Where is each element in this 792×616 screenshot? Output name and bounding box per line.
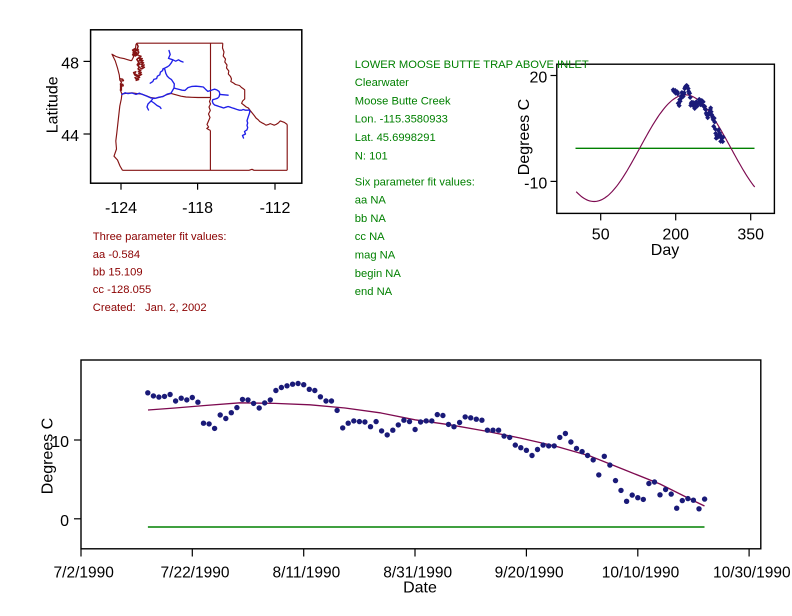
svg-text:-10: -10 <box>524 175 547 192</box>
svg-text:end NA: end NA <box>355 286 393 298</box>
svg-text:9/20/1990: 9/20/1990 <box>495 564 564 581</box>
svg-text:Degrees C: Degrees C <box>516 99 533 175</box>
svg-text:-118: -118 <box>182 200 213 217</box>
svg-text:Date: Date <box>403 580 437 597</box>
svg-text:LOWER MOOSE BUTTE TRAP ABOVE I: LOWER MOOSE BUTTE TRAP ABOVE INLET <box>355 59 589 71</box>
svg-text:bb 15.109: bb 15.109 <box>93 267 143 279</box>
svg-text:Day: Day <box>651 242 679 259</box>
svg-text:Lat. 45.6998291: Lat. 45.6998291 <box>355 132 436 144</box>
svg-text:7/22/1990: 7/22/1990 <box>161 564 230 581</box>
svg-text:350: 350 <box>737 227 764 244</box>
svg-text:200: 200 <box>662 227 689 244</box>
svg-text:mag NA: mag NA <box>355 250 396 262</box>
svg-text:Three parameter fit values:: Three parameter fit values: <box>93 231 227 243</box>
svg-text:N: 101: N: 101 <box>355 150 388 162</box>
svg-text:Degrees C: Degrees C <box>40 418 57 494</box>
svg-text:Six parameter fit values:: Six parameter fit values: <box>355 176 475 188</box>
svg-text:0: 0 <box>60 513 69 530</box>
svg-text:8/31/1990: 8/31/1990 <box>383 564 452 581</box>
svg-text:-112: -112 <box>260 200 291 217</box>
svg-text:bb NA: bb NA <box>355 213 387 225</box>
svg-text:44: 44 <box>61 128 79 145</box>
svg-text:aa -0.584: aa -0.584 <box>93 249 140 261</box>
svg-text:10/30/1990: 10/30/1990 <box>713 564 791 581</box>
svg-text:10: 10 <box>51 434 69 451</box>
svg-text:Lon. -115.3580933: Lon. -115.3580933 <box>355 114 448 126</box>
svg-text:cc NA: cc NA <box>355 231 385 243</box>
svg-text:8/11/1990: 8/11/1990 <box>272 564 340 581</box>
svg-text:cc -128.055: cc -128.055 <box>93 284 151 296</box>
svg-text:begin NA: begin NA <box>355 268 402 280</box>
svg-text:Latitude: Latitude <box>44 76 61 133</box>
svg-text:48: 48 <box>61 55 79 72</box>
svg-text:7/2/1990: 7/2/1990 <box>54 564 115 581</box>
svg-text:Clearwater: Clearwater <box>355 77 409 89</box>
svg-text:50: 50 <box>592 227 610 244</box>
svg-text:10/10/1990: 10/10/1990 <box>602 564 680 581</box>
svg-text:Moose Butte Creek: Moose Butte Creek <box>355 95 451 107</box>
svg-text:-124: -124 <box>105 200 137 217</box>
svg-text:aa NA: aa NA <box>355 195 387 207</box>
svg-text:20: 20 <box>530 70 548 87</box>
svg-text:Created: Jan. 2, 2002: Created: Jan. 2, 2002 <box>93 302 207 314</box>
